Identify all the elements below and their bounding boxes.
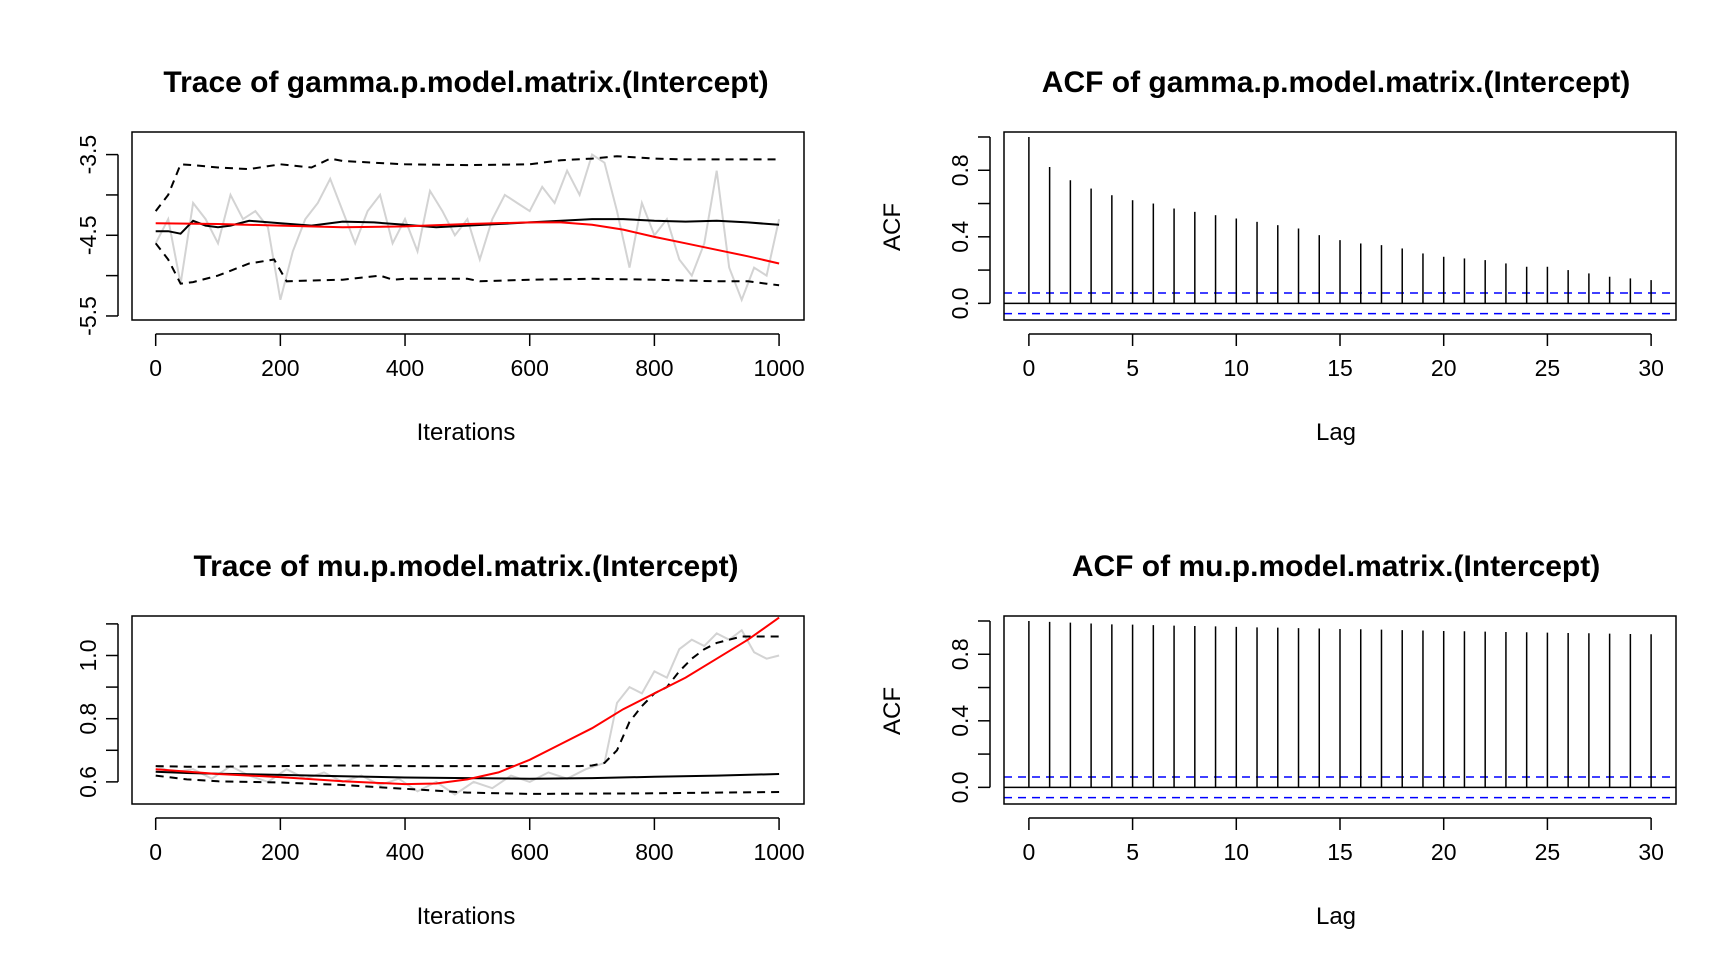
trace-gamma-y-tick-label-2: -4.5 <box>75 215 101 255</box>
trace-mu-y-tick-label-0: 0.6 <box>75 766 101 798</box>
trace-gamma-series-3 <box>154 242 780 287</box>
trace-mu-x-tick-label-4: 800 <box>635 839 673 865</box>
acf-gamma-y-tick-label-0: 0.0 <box>947 287 973 319</box>
acf-gamma-xlabel: Lag <box>1316 419 1356 446</box>
acf-mu-xlabel: Lag <box>1316 903 1356 930</box>
trace-gamma-x-tick-label-1: 200 <box>261 355 299 381</box>
trace-mu-series-4 <box>155 616 780 786</box>
acf-mu-x-tick-label-5: 25 <box>1535 839 1561 865</box>
acf-gamma-x-tick-label-3: 15 <box>1327 355 1353 381</box>
acf-mu-x-tick-label-2: 10 <box>1223 839 1249 865</box>
trace-gamma-plot-frame <box>131 131 805 321</box>
acf-gamma-title: ACF of gamma.p.model.matrix.(Intercept) <box>1042 66 1630 99</box>
acf-mu-x-tick-label-4: 20 <box>1431 839 1457 865</box>
acf-gamma-y-tick-label-4: 0.8 <box>947 154 973 186</box>
trace-gamma-x-tick-label-2: 400 <box>386 355 424 381</box>
trace-mu-panel: Trace of mu.p.model.matrix.(Intercept) I… <box>75 550 805 930</box>
acf-gamma-x-tick-label-4: 20 <box>1431 355 1457 381</box>
trace-gamma-series-0 <box>154 153 781 303</box>
trace-gamma-x-tick-label-5: 1000 <box>753 355 804 381</box>
trace-gamma-panel: Trace of gamma.p.model.matrix.(Intercept… <box>75 66 805 446</box>
trace-mu-x-tick-label-3: 600 <box>511 839 549 865</box>
acf-mu-y-tick-label-4: 0.8 <box>947 638 973 670</box>
trace-mu-title: Trace of mu.p.model.matrix.(Intercept) <box>193 550 738 583</box>
acf-gamma-ylabel: ACF <box>879 203 906 251</box>
trace-gamma-y-tick-label-4: -3.5 <box>75 135 101 175</box>
acf-mu-y-tick-label-2: 0.4 <box>947 705 973 737</box>
trace-mu-x-tick-label-5: 1000 <box>753 839 804 865</box>
acf-mu-x-tick-label-1: 5 <box>1126 839 1139 865</box>
trace-gamma-series-1 <box>155 218 780 235</box>
trace-gamma-title: Trace of gamma.p.model.matrix.(Intercept… <box>163 66 768 99</box>
trace-mu-x-tick-label-2: 400 <box>386 839 424 865</box>
trace-mu-y-tick-label-4: 1.0 <box>75 640 101 672</box>
trace-gamma-x-tick-label-0: 0 <box>149 355 162 381</box>
trace-mu-x-tick-label-1: 200 <box>261 839 299 865</box>
acf-mu-title: ACF of mu.p.model.matrix.(Intercept) <box>1072 550 1600 583</box>
acf-mu-plot-frame <box>1003 615 1677 805</box>
trace-mu-series-0 <box>155 628 780 796</box>
acf-mu-x-tick-label-3: 15 <box>1327 839 1353 865</box>
acf-mu-x-tick-label-6: 30 <box>1638 839 1664 865</box>
trace-gamma-x-tick-label-3: 600 <box>511 355 549 381</box>
acf-mu-x-tick-label-0: 0 <box>1022 839 1035 865</box>
trace-gamma-xlabel: Iterations <box>417 419 516 446</box>
trace-mu-y-tick-label-2: 0.8 <box>75 703 101 735</box>
acf-gamma-x-tick-label-6: 30 <box>1638 355 1664 381</box>
acf-gamma-x-tick-label-0: 0 <box>1022 355 1035 381</box>
trace-mu-xlabel: Iterations <box>417 903 516 930</box>
trace-mu-plot-frame <box>131 615 805 805</box>
trace-gamma-series-2 <box>154 155 780 212</box>
acf-gamma-y-tick-label-2: 0.4 <box>947 221 973 253</box>
trace-mu-series-3 <box>155 774 780 795</box>
trace-gamma-y-tick-label-0: -5.5 <box>75 296 101 336</box>
trace-gamma-series-4 <box>155 221 780 265</box>
trace-mu-x-tick-label-0: 0 <box>149 839 162 865</box>
trace-gamma-x-tick-label-4: 800 <box>635 355 673 381</box>
acf-gamma-x-tick-label-5: 25 <box>1535 355 1561 381</box>
acf-mu-panel: ACF of mu.p.model.matrix.(Intercept) Lag… <box>879 550 1677 930</box>
acf-mu-y-tick-label-0: 0.0 <box>947 771 973 803</box>
acf-gamma-panel: ACF of gamma.p.model.matrix.(Intercept) … <box>879 66 1677 446</box>
acf-mu-ylabel: ACF <box>879 687 906 735</box>
acf-gamma-x-tick-label-1: 5 <box>1126 355 1139 381</box>
trace-mu-series-2 <box>155 635 780 768</box>
acf-gamma-x-tick-label-2: 10 <box>1223 355 1249 381</box>
acf-gamma-plot-frame <box>1003 131 1677 321</box>
